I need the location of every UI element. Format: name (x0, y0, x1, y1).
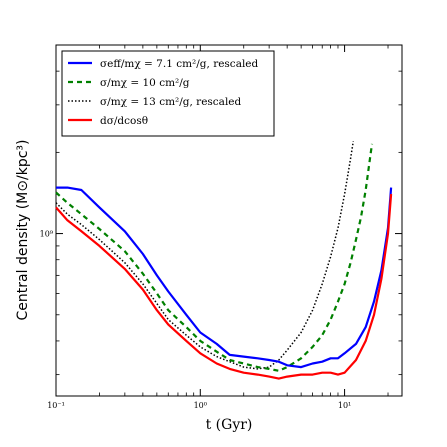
y-tick-label: 10⁹ (40, 230, 54, 239)
series-layer (55, 141, 393, 380)
series-line-1 (56, 186, 393, 369)
series-line-2 (55, 143, 374, 372)
x-axis-title: t (Gyr) (206, 417, 253, 433)
legend-label-3: σ/mχ = 13 cm²/g, rescaled (100, 96, 242, 108)
y-axis-title: Central density (M⊙/kpc³) (15, 140, 31, 321)
legend: σeff/mχ = 7.1 cm²/g, rescaled σ/mχ = 10 c… (61, 50, 275, 137)
legend-label-2: σ/mχ = 10 cm²/g (100, 77, 190, 89)
x-tick-label: 10¹ (338, 401, 351, 410)
legend-label-4: dσ/dcosθ (100, 115, 148, 127)
axis-ticks (55, 45, 402, 396)
series-line-4 (55, 194, 393, 380)
series-line-3 (55, 141, 355, 370)
legend-box (61, 50, 275, 137)
x-tick-label: 10⁰ (194, 401, 207, 410)
tick-labels: 10⁻¹ 10⁰ 10¹ 10⁹ (40, 230, 352, 410)
x-tick-label: 10⁻¹ (47, 401, 65, 410)
legend-label-1: σeff/mχ = 7.1 cm²/g, rescaled (100, 58, 259, 70)
